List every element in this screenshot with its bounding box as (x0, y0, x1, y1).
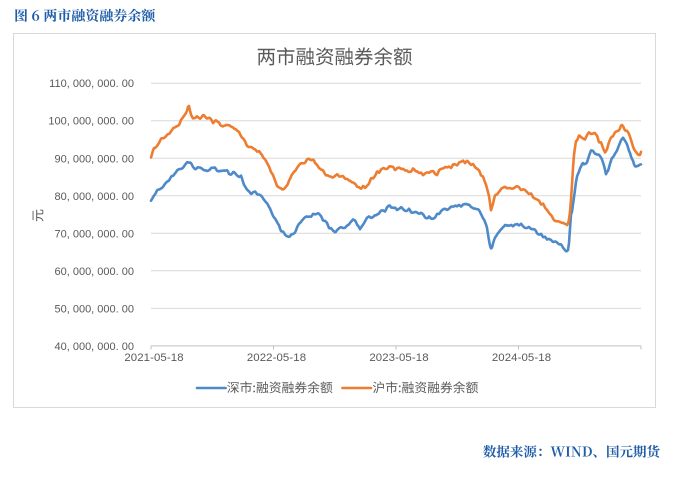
svg-text:2023-05-18: 2023-05-18 (369, 352, 428, 364)
svg-text:110, 000, 000. 00: 110, 000, 000. 00 (49, 78, 134, 90)
svg-text:60, 000, 000. 00: 60, 000, 000. 00 (54, 266, 134, 278)
svg-text:100, 000, 000. 00: 100, 000, 000. 00 (48, 116, 134, 128)
svg-text:40, 000, 000. 00: 40, 000, 000. 00 (54, 341, 134, 353)
svg-text:70, 000, 000. 00: 70, 000, 000. 00 (54, 228, 134, 240)
svg-text:2022-05-18: 2022-05-18 (247, 352, 306, 364)
svg-text:50, 000, 000. 00: 50, 000, 000. 00 (54, 303, 134, 315)
svg-text:2021-05-18: 2021-05-18 (124, 352, 183, 364)
svg-text:80, 000, 000. 00: 80, 000, 000. 00 (54, 191, 134, 203)
svg-text:90, 000, 000. 00: 90, 000, 000. 00 (54, 153, 134, 165)
svg-text:2024-05-18: 2024-05-18 (492, 352, 551, 364)
